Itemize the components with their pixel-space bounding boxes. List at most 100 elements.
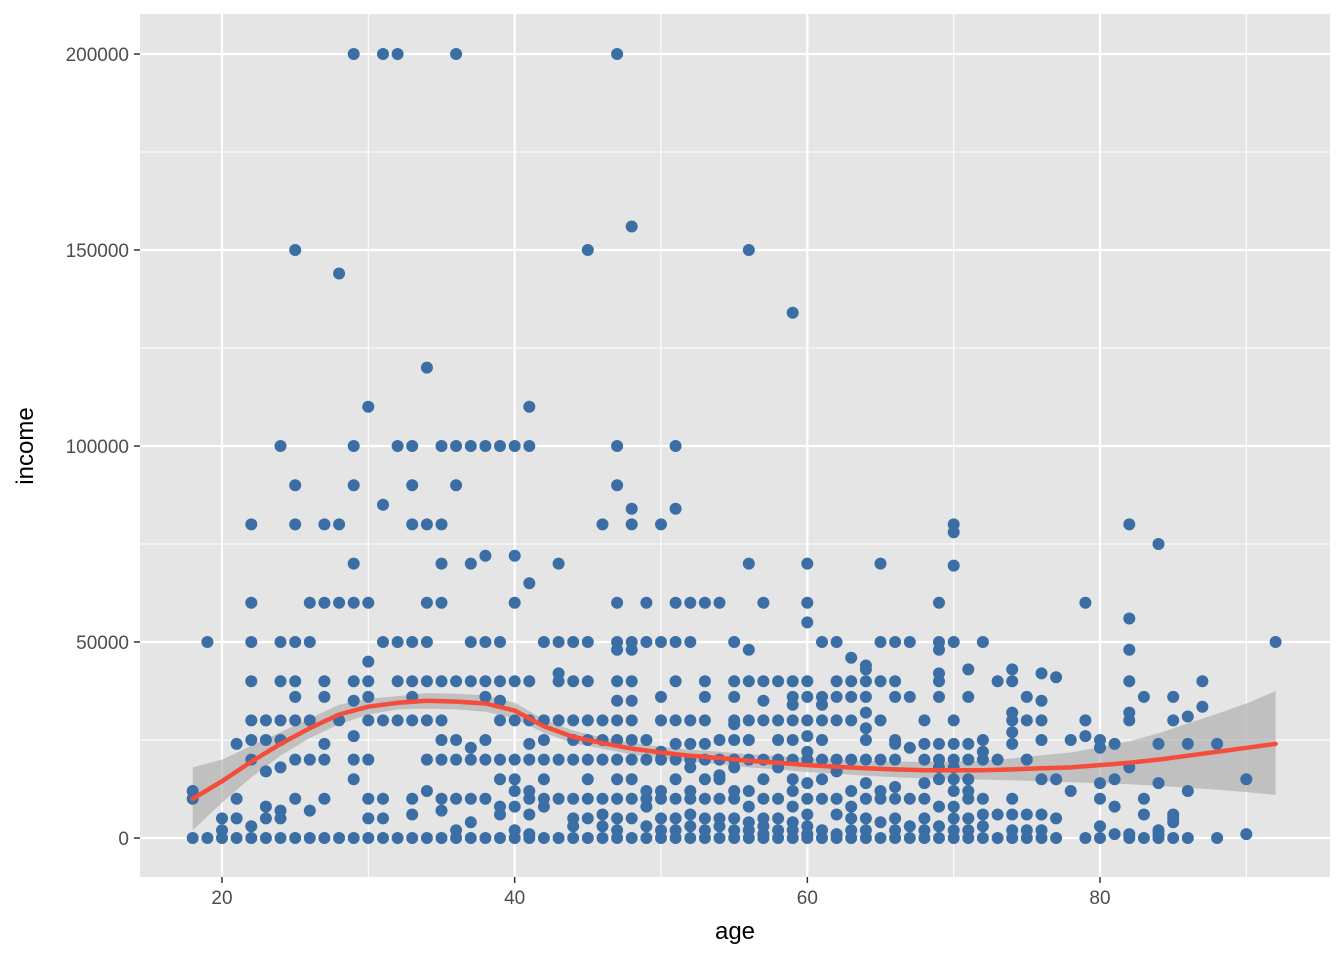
data-point — [537, 832, 550, 844]
data-point — [274, 761, 287, 774]
data-points — [186, 48, 1282, 844]
data-point — [684, 737, 697, 750]
data-point — [1108, 737, 1121, 750]
data-point — [728, 714, 741, 727]
data-point — [742, 785, 755, 797]
data-point — [859, 722, 872, 735]
data-point — [933, 800, 945, 813]
data-point — [391, 636, 404, 648]
data-point — [1006, 808, 1019, 821]
data-point — [289, 832, 302, 844]
data-point — [947, 559, 960, 572]
data-point — [245, 518, 258, 531]
data-point — [991, 675, 1004, 688]
data-point — [596, 518, 609, 531]
data-point — [347, 753, 360, 766]
data-point — [1035, 667, 1048, 680]
data-point — [508, 440, 521, 452]
x-tick-label: 80 — [1089, 888, 1110, 909]
data-point — [464, 816, 477, 829]
data-point — [742, 816, 755, 829]
data-point — [435, 596, 448, 609]
data-point — [1123, 612, 1136, 625]
data-point — [976, 734, 989, 746]
data-point — [318, 753, 331, 766]
data-point — [1152, 737, 1165, 750]
data-point — [303, 596, 316, 609]
data-point — [655, 812, 667, 825]
data-point — [450, 48, 463, 60]
data-point — [816, 734, 828, 746]
data-point — [289, 518, 302, 531]
data-point — [245, 596, 258, 609]
data-point — [786, 306, 799, 319]
data-point — [801, 745, 814, 758]
data-point — [216, 812, 228, 825]
data-point — [464, 557, 477, 570]
data-point — [1035, 714, 1048, 727]
data-point — [1079, 832, 1092, 844]
data-point — [889, 734, 902, 746]
data-point — [684, 832, 697, 844]
data-point — [318, 675, 331, 688]
data-point — [1196, 675, 1209, 688]
data-point — [713, 792, 726, 805]
data-point — [801, 730, 814, 743]
data-point — [362, 690, 375, 703]
data-point — [962, 773, 975, 786]
data-point — [947, 773, 960, 786]
data-point — [640, 734, 653, 746]
data-point — [259, 832, 272, 844]
data-point — [845, 714, 858, 727]
data-point — [889, 824, 902, 837]
data-point — [625, 714, 638, 727]
data-point — [494, 753, 506, 766]
data-point — [1006, 706, 1019, 719]
data-point — [494, 773, 506, 786]
data-point — [464, 792, 477, 805]
data-point — [698, 824, 711, 837]
data-point — [406, 636, 419, 648]
data-point — [801, 690, 814, 703]
data-point — [230, 792, 243, 805]
data-point — [362, 832, 375, 844]
data-point — [786, 734, 799, 746]
data-point — [801, 616, 814, 629]
y-tick-label: 0 — [118, 829, 129, 850]
data-point — [728, 785, 741, 797]
data-point — [742, 244, 755, 256]
data-point — [757, 694, 770, 707]
data-point — [230, 737, 243, 750]
data-point — [1123, 643, 1136, 656]
data-point — [1123, 518, 1136, 531]
data-point — [377, 714, 389, 727]
data-point — [772, 824, 785, 837]
data-point — [728, 675, 741, 688]
data-point — [947, 636, 960, 648]
x-tick-label: 40 — [504, 888, 525, 909]
data-point — [684, 808, 697, 821]
data-point — [1137, 690, 1150, 703]
data-point — [420, 714, 433, 727]
data-point — [1167, 808, 1180, 821]
data-point — [596, 820, 609, 833]
data-point — [772, 714, 785, 727]
data-point — [1079, 596, 1092, 609]
data-point — [947, 800, 960, 813]
data-point — [508, 549, 521, 562]
data-point — [318, 792, 331, 805]
data-point — [479, 549, 492, 562]
data-point — [918, 792, 931, 805]
data-point — [611, 596, 624, 609]
data-point — [611, 675, 624, 688]
data-point — [728, 734, 741, 746]
data-point — [1006, 663, 1019, 676]
data-point — [742, 557, 755, 570]
data-point — [274, 440, 287, 452]
data-point — [684, 636, 697, 648]
data-point — [508, 785, 521, 797]
data-point — [508, 773, 521, 786]
data-point — [874, 816, 887, 829]
data-point — [508, 596, 521, 609]
data-point — [786, 714, 799, 727]
